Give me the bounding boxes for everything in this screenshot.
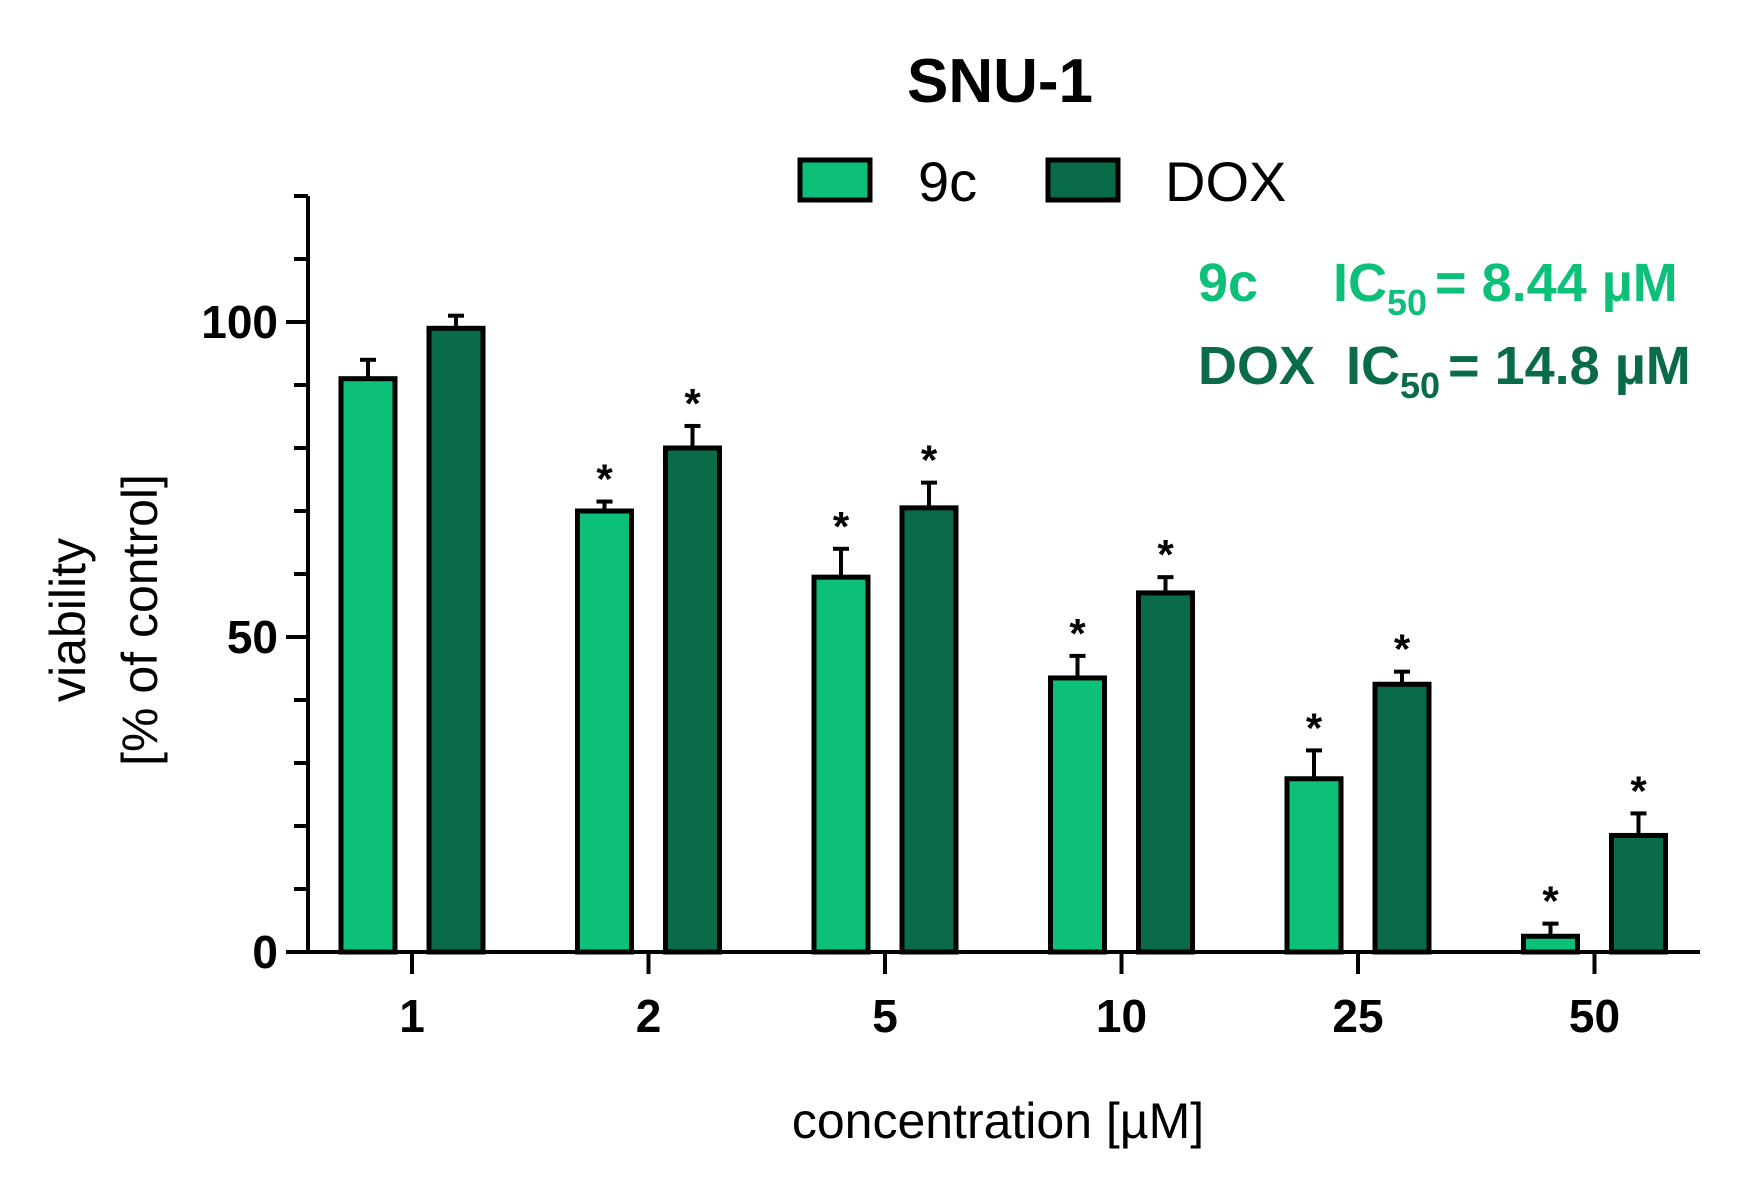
significance-star-dox: * xyxy=(921,437,938,484)
legend: 9c DOX xyxy=(797,150,1286,213)
ic50-9c-subscript: 50 xyxy=(1387,282,1427,323)
bar-9c xyxy=(1048,675,1107,955)
x-tick-label: 2 xyxy=(636,990,662,1042)
bar-9c xyxy=(338,376,398,955)
chart-title: SNU-1 xyxy=(907,47,1093,116)
significance-star-dox: * xyxy=(684,380,701,427)
significance-star-9c: * xyxy=(1069,610,1086,657)
bar-dox xyxy=(426,325,486,955)
significance-star-9c: * xyxy=(1542,878,1559,925)
bar-dox xyxy=(663,445,722,955)
y-axis-label-line1: viability xyxy=(40,538,96,702)
ic50-9c-name: 9c xyxy=(1198,253,1258,313)
legend-label-9c: 9c xyxy=(918,150,977,213)
bar-9c xyxy=(811,574,871,955)
x-axis-label: concentration [µM] xyxy=(792,1093,1204,1149)
y-tick-label: 50 xyxy=(227,611,278,663)
ic50-dox-annotation: DOX IC50 = 14.8 µM xyxy=(1198,336,1691,406)
plot-area: 0 50 100 1 2 * * 5 * * 10 * * 25 * * 50 * * xyxy=(201,194,1700,1042)
ic50-dox-subscript: 50 xyxy=(1400,365,1440,406)
legend-label-dox: DOX xyxy=(1165,150,1286,213)
y-tick-label: 0 xyxy=(252,926,278,978)
bar-dox xyxy=(1136,590,1195,955)
significance-star-9c: * xyxy=(833,503,850,550)
ic50-9c-annotation: 9c IC50 = 8.44 µM xyxy=(1198,253,1678,323)
bar-dox xyxy=(899,505,959,955)
legend-swatch-9c xyxy=(797,157,873,203)
bar-dox xyxy=(1372,681,1432,955)
significance-star-dox: * xyxy=(1157,531,1174,578)
bar-9c xyxy=(1284,776,1344,955)
ic50-dox-name: DOX xyxy=(1198,336,1315,396)
x-tick-label: 50 xyxy=(1569,990,1620,1042)
x-tick-label: 10 xyxy=(1096,990,1147,1042)
ic50-dox-value: = 14.8 µM xyxy=(1448,336,1691,396)
x-tick-label: 1 xyxy=(399,990,425,1042)
significance-star-9c: * xyxy=(1306,704,1323,751)
significance-star-dox: * xyxy=(1394,626,1411,673)
bar-9c xyxy=(575,508,634,955)
legend-swatch-dox xyxy=(1045,157,1121,203)
y-tick-label: 100 xyxy=(201,296,278,348)
ic50-dox-label: IC xyxy=(1346,336,1400,396)
bar-dox xyxy=(1609,832,1668,955)
x-tick-label: 25 xyxy=(1332,990,1383,1042)
x-tick-label: 5 xyxy=(872,990,898,1042)
bar-9c xyxy=(1521,933,1580,955)
y-axis-label-line2: [% of control] xyxy=(112,474,168,766)
significance-star-9c: * xyxy=(596,456,613,503)
ic50-annotations: 9c IC50 = 8.44 µM DOX IC50 = 14.8 µM xyxy=(1198,253,1691,406)
ic50-9c-label: IC xyxy=(1333,253,1387,313)
ic50-9c-value: = 8.44 µM xyxy=(1435,253,1678,313)
significance-star-dox: * xyxy=(1630,767,1647,814)
